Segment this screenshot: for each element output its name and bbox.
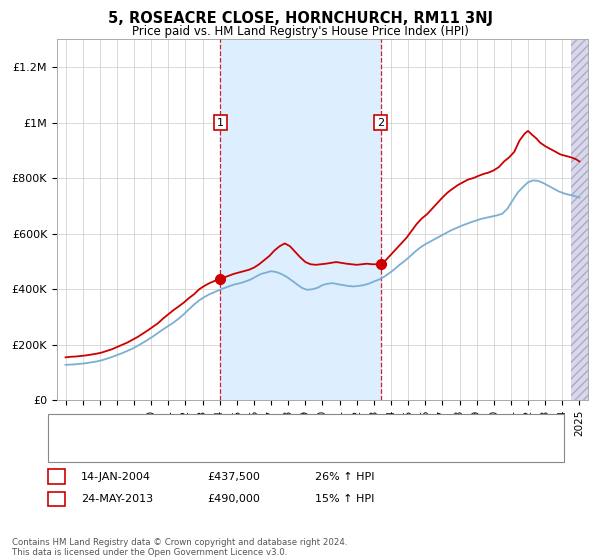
- Bar: [220, 39, 380, 400]
- Text: 15% ↑ HPI: 15% ↑ HPI: [315, 494, 374, 504]
- Text: HPI: Average price, detached house, Havering: HPI: Average price, detached house, Have…: [102, 445, 354, 455]
- Text: 5, ROSEACRE CLOSE, HORNCHURCH, RM11 3NJ (detached house): 5, ROSEACRE CLOSE, HORNCHURCH, RM11 3NJ …: [102, 423, 461, 433]
- Text: 24-MAY-2013: 24-MAY-2013: [81, 494, 153, 504]
- Text: £437,500: £437,500: [207, 472, 260, 482]
- Text: £490,000: £490,000: [207, 494, 260, 504]
- Bar: [571, 39, 588, 400]
- Text: 26% ↑ HPI: 26% ↑ HPI: [315, 472, 374, 482]
- Text: Price paid vs. HM Land Registry's House Price Index (HPI): Price paid vs. HM Land Registry's House …: [131, 25, 469, 38]
- Text: 2: 2: [377, 118, 384, 128]
- Text: 5, ROSEACRE CLOSE, HORNCHURCH, RM11 3NJ: 5, ROSEACRE CLOSE, HORNCHURCH, RM11 3NJ: [107, 11, 493, 26]
- Text: 2: 2: [53, 494, 60, 504]
- Text: 1: 1: [53, 472, 60, 482]
- Text: 14-JAN-2004: 14-JAN-2004: [81, 472, 151, 482]
- Text: 1: 1: [217, 118, 224, 128]
- Text: Contains HM Land Registry data © Crown copyright and database right 2024.
This d: Contains HM Land Registry data © Crown c…: [12, 538, 347, 557]
